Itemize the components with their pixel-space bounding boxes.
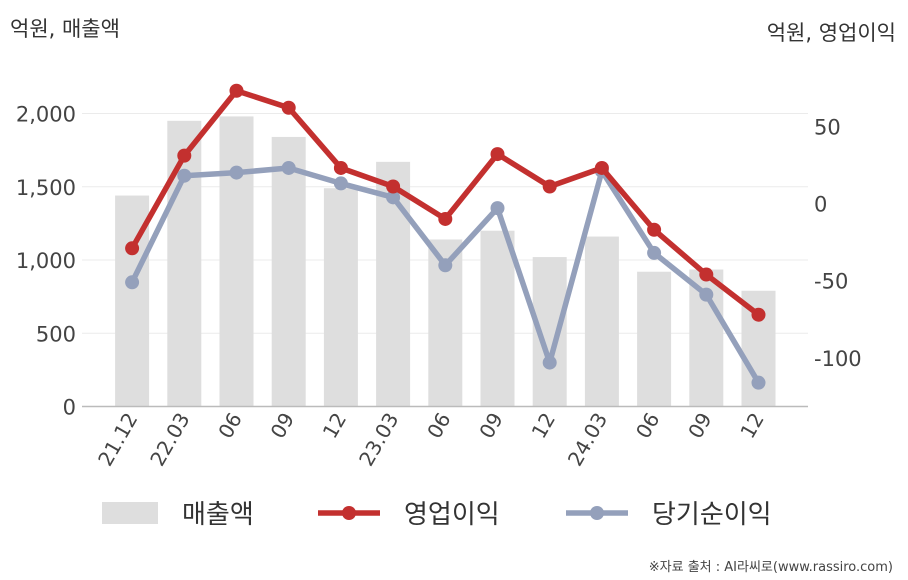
operating-profit-point	[594, 160, 609, 175]
net-income-point	[542, 355, 557, 370]
net-income-point	[751, 375, 766, 390]
x-tick-label: 09	[683, 409, 717, 443]
left-tick-label: 2,000	[16, 103, 76, 127]
line-series	[125, 83, 766, 390]
right-axis-ticks: -100 -50 0 50	[814, 115, 862, 371]
operating-profit-point	[490, 147, 505, 162]
operating-profit-point	[125, 241, 140, 256]
net-income-point	[333, 176, 348, 191]
revenue-bars	[115, 116, 776, 407]
operating-profit-point	[542, 179, 557, 194]
revenue-bar	[480, 230, 515, 407]
left-tick-label: 1,000	[16, 249, 76, 273]
legend-swatch-net-marker	[590, 506, 604, 520]
left-tick-label: 500	[36, 322, 76, 346]
revenue-bar	[219, 116, 254, 407]
net-income-point	[281, 160, 296, 175]
operating-profit-point	[229, 83, 244, 98]
legend-label-revenue: 매출액	[182, 500, 254, 530]
operating-profit-point	[333, 160, 348, 175]
net-income-point	[438, 258, 453, 273]
right-tick-label: -100	[814, 347, 862, 371]
right-tick-label: 50	[814, 115, 841, 139]
left-tick-label: 1,500	[16, 176, 76, 200]
revenue-bar	[271, 136, 306, 407]
revenue-bar	[584, 236, 619, 407]
x-tick-label: 12	[318, 409, 352, 443]
x-tick-label: 12	[735, 409, 769, 443]
net-income-point	[699, 287, 714, 302]
operating-profit-point	[751, 307, 766, 322]
legend-swatch-operating-marker	[342, 506, 356, 520]
x-tick-label: 22.03	[145, 409, 194, 471]
x-tick-label: 06	[422, 409, 456, 443]
legend-label-net: 당기순이익	[652, 500, 772, 530]
x-tick-label: 24.03	[563, 409, 612, 471]
x-axis-ticks: 21.12 22.03 06 09 12 23.03 06 09 12 24.03 06 09 12	[93, 409, 769, 471]
right-axis-unit-label: 억원, 영업이익	[767, 21, 896, 45]
net-income-point	[647, 245, 662, 260]
x-tick-label: 06	[631, 409, 665, 443]
legend-label-operating: 영업이익	[404, 500, 500, 530]
net-income-point	[490, 201, 505, 216]
net-income-point	[386, 190, 401, 205]
left-axis-ticks: 0 500 1,000 1,500 2,000	[16, 103, 76, 420]
left-axis-unit-label: 억원, 매출액	[10, 17, 120, 41]
x-tick-label: 09	[474, 409, 508, 443]
revenue-bar	[167, 120, 202, 407]
right-tick-label: 0	[814, 193, 827, 217]
net-income-point	[125, 275, 140, 290]
legend-swatch-revenue	[102, 502, 158, 524]
operating-profit-point	[281, 100, 296, 115]
legend: 매출액 영업이익 당기순이익	[102, 500, 772, 530]
x-tick-label: 09	[266, 409, 300, 443]
left-tick-label: 0	[63, 396, 76, 420]
revenue-bar	[323, 188, 358, 407]
operating-profit-point	[647, 222, 662, 237]
source-credit: ※자료 출처 : AI라씨로(www.rassiro.com)	[649, 560, 893, 575]
operating-profit-point	[699, 267, 714, 282]
operating-profit-point	[177, 148, 192, 163]
revenue-bar	[637, 271, 672, 407]
net-income-point	[177, 168, 192, 183]
x-tick-label: 12	[527, 409, 561, 443]
right-tick-label: -50	[814, 270, 848, 294]
x-tick-label: 06	[213, 409, 247, 443]
x-tick-label: 23.03	[354, 409, 403, 471]
net-income-point	[229, 165, 244, 180]
operating-profit-point	[438, 211, 453, 226]
operating-profit-point	[386, 179, 401, 194]
x-tick-label: 21.12	[93, 409, 142, 471]
